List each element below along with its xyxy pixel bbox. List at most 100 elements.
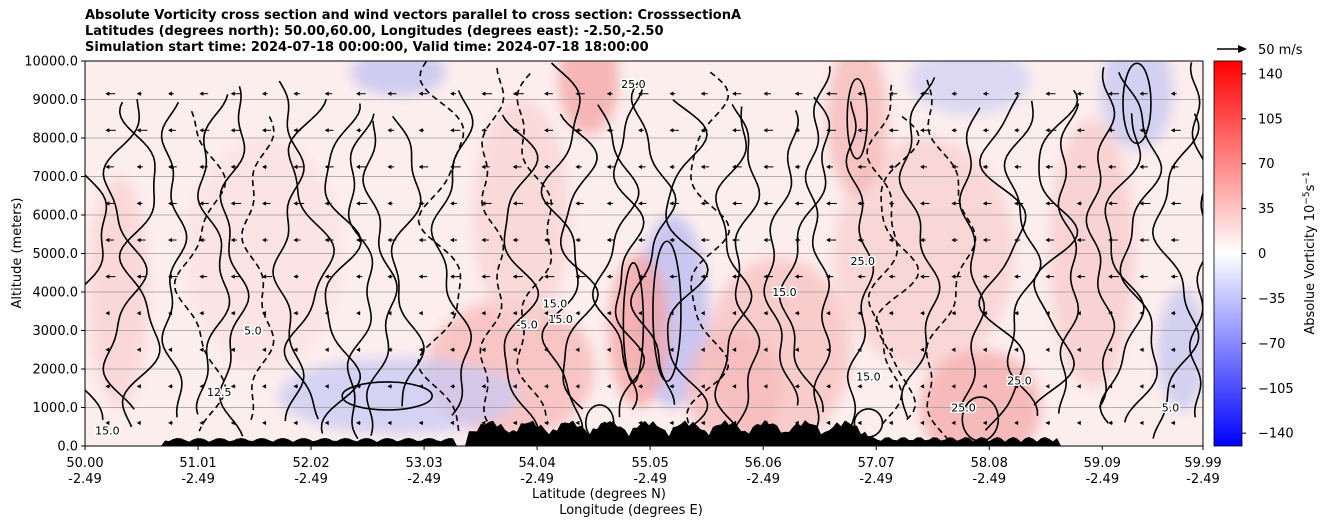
positive-contour — [559, 113, 599, 410]
x-axis-label-longitude: Longitude (degrees E) — [559, 503, 703, 518]
positive-contour — [665, 99, 709, 441]
positive-contour — [1033, 89, 1079, 406]
wind-vector-head — [136, 201, 141, 206]
wind-vector-head — [544, 420, 549, 426]
terrain-profile — [85, 420, 1203, 446]
wind-vector-head — [230, 237, 235, 243]
chart-title-line-2: Latitudes (degrees north): 50.00,60.00, … — [85, 24, 664, 39]
wind-vector-head — [763, 91, 768, 96]
wind-vector-head — [763, 274, 768, 279]
x-tick-label-longitude: -2.49 — [294, 472, 328, 487]
wind-vector-head — [888, 420, 893, 426]
wind-vector-head — [638, 201, 643, 206]
wind-vector-head — [1076, 420, 1081, 426]
wind-vector-head — [1045, 420, 1050, 426]
x-tick-label-longitude: -2.49 — [1186, 472, 1220, 487]
wind-vector-head — [951, 384, 956, 389]
wind-vector-head — [951, 164, 956, 170]
y-axis-label: Altitude (meters) — [10, 198, 25, 309]
x-tick-label-latitude: 56.06 — [745, 456, 782, 471]
wind-vector-head — [324, 237, 329, 243]
wind-vector-head — [199, 237, 204, 243]
positive-contour — [778, 96, 831, 413]
wind-vector-head — [356, 310, 361, 316]
colorbar-tick-label: 0 — [1258, 247, 1266, 262]
wind-vector-head — [512, 237, 517, 243]
wind-vector-head — [1108, 164, 1113, 170]
wind-vector-head — [387, 384, 392, 389]
wind-vector-head — [544, 91, 549, 96]
wind-vector-head — [700, 384, 705, 389]
wind-vector-head — [512, 201, 517, 206]
wind-vector-head — [700, 347, 705, 352]
positive-contour — [958, 107, 986, 413]
wind-vector-head — [638, 384, 643, 389]
wind-vector-head — [136, 128, 141, 133]
colorbar-tick-label: 35 — [1258, 202, 1275, 217]
wind-vector-head — [387, 164, 392, 170]
positive-contour — [160, 101, 188, 418]
positive-contour — [218, 86, 250, 437]
wind-vector-head — [544, 164, 549, 170]
wind-vector-head — [105, 420, 110, 426]
wind-vector-head — [920, 237, 925, 243]
wind-vector-head — [763, 347, 768, 352]
wind-vector-head — [1076, 384, 1081, 389]
wind-vector-head — [700, 310, 705, 316]
wind-vector-head — [1076, 201, 1081, 206]
wind-vector-head — [324, 274, 329, 279]
wind-vector-head — [857, 237, 862, 243]
wind-vector-head — [481, 91, 486, 96]
wind-vector-head — [418, 384, 423, 389]
wind-vector-head — [199, 274, 204, 279]
wind-vector-head — [1139, 384, 1144, 389]
wind-vector-head — [199, 347, 204, 352]
wind-vector-head — [982, 201, 987, 206]
wind-vector-head — [732, 274, 737, 279]
colorbar: 140 105 70 35 0 −35 −70 −105 −140 Absolue Vortic… — [1213, 60, 1318, 447]
wind-vector-head — [105, 91, 110, 96]
positive-contour — [118, 101, 161, 428]
wind-vector-head — [544, 384, 549, 389]
wind-vector-head — [857, 384, 862, 389]
positive-contour — [978, 94, 1027, 431]
wind-vector-head — [1139, 237, 1144, 243]
closed-contour — [1122, 62, 1152, 145]
colorbar-label-exponent: −5 — [1302, 191, 1312, 204]
wind-vector-head — [1170, 347, 1175, 352]
wind-vector-head — [481, 420, 486, 426]
plot-area: 15.0 5.0 12.5 15.0 15.0 -5.0 15.0 15.0 25.0 25.0 2… — [84, 60, 1204, 447]
wind-vector-head — [888, 201, 893, 206]
x-tick-label-longitude: -2.49 — [520, 472, 554, 487]
wind-vector-head — [230, 420, 235, 426]
vorticity-patch — [278, 357, 519, 435]
x-tick-label-latitude: 51.01 — [179, 456, 216, 471]
y-tick-label: 7000.0 — [33, 170, 79, 185]
wind-vector-head — [888, 310, 893, 316]
wind-vector-head — [920, 384, 925, 389]
wind-vector-head — [324, 91, 329, 96]
wind-vector-head — [920, 420, 925, 426]
wind-vector-head — [763, 128, 768, 133]
y-tick-label: 5000.0 — [33, 247, 79, 262]
wind-vector-head — [732, 201, 737, 206]
wind-vector-head — [920, 310, 925, 316]
positive-contour — [283, 98, 335, 420]
wind-vector-head — [669, 201, 674, 206]
positive-contour — [731, 103, 761, 430]
wind-vector-head — [669, 347, 674, 352]
wind-vector-head — [450, 91, 455, 96]
wind-vector-head — [418, 347, 423, 352]
wind-vector-head — [638, 237, 643, 243]
y-tick-label: 10000.0 — [24, 55, 78, 70]
wind-vector-head — [857, 420, 862, 426]
wind-vector-head — [606, 91, 611, 96]
wind-vector-head — [700, 164, 705, 170]
wind-vector-head — [1170, 420, 1175, 426]
wind-vector-head — [450, 347, 455, 352]
colorbar-tick-label: 70 — [1258, 157, 1275, 172]
wind-vector-head — [857, 164, 862, 170]
wind-vector-head — [888, 347, 893, 352]
positive-contour — [591, 104, 640, 411]
wind-vector-head — [168, 128, 173, 133]
